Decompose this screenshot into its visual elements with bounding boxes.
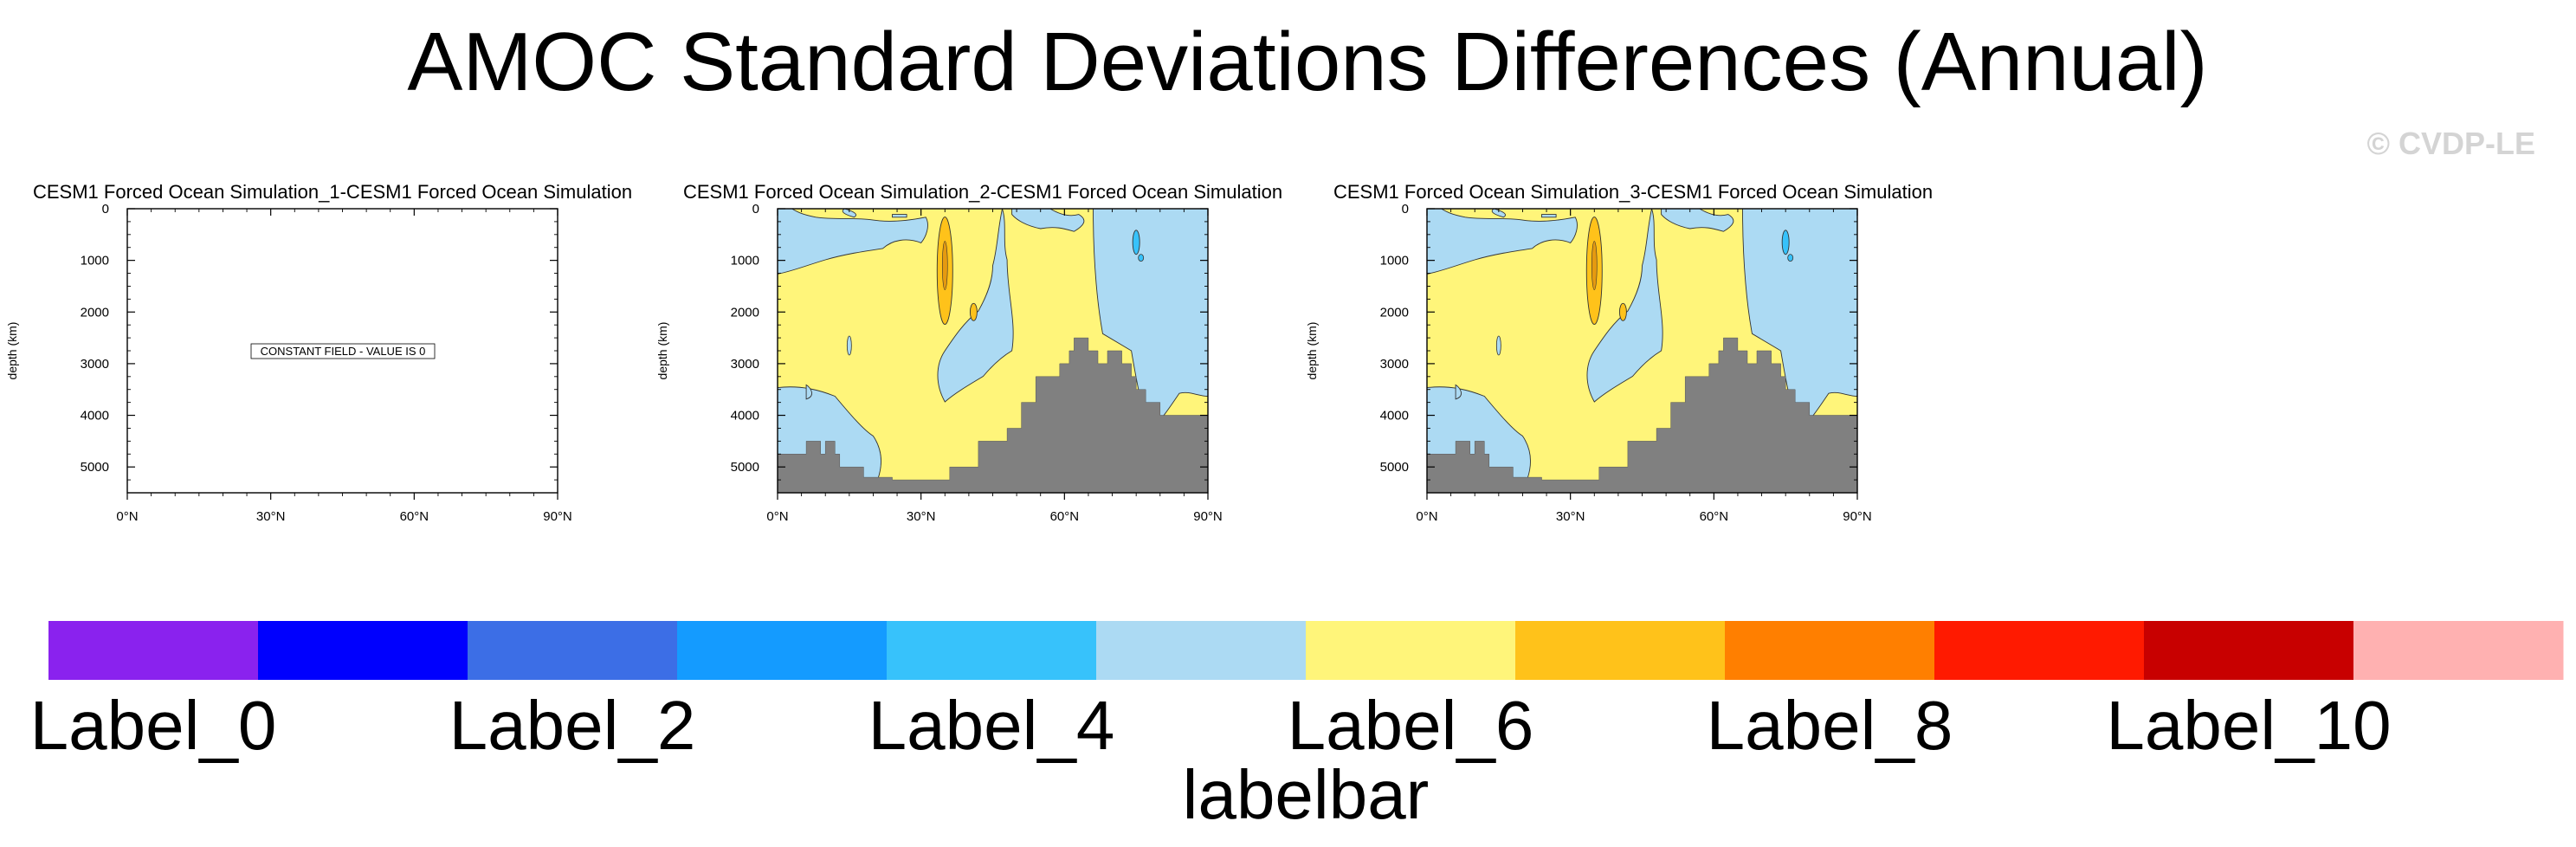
- y-tick-label: 5000: [731, 460, 759, 475]
- y-tick-label: 4000: [1380, 409, 1409, 424]
- contour-line-core: [1591, 241, 1598, 290]
- y-tick-label: 1000: [1380, 254, 1409, 268]
- contour-fill-lightblue-small: [1787, 254, 1794, 262]
- x-tick-label: 30°N: [907, 509, 936, 524]
- y-axis-label: depth (km): [1305, 322, 1319, 380]
- y-tick-label: 4000: [81, 409, 109, 424]
- constant-field-label: CONSTANT FIELD - VALUE IS 0: [261, 345, 426, 358]
- contour-fill-blue: [1011, 209, 1085, 232]
- labelbar-box: [2353, 621, 2564, 680]
- panel-title: CESM1 Forced Ocean Simulation_2-CESM1 Fo…: [683, 181, 1282, 203]
- contour-fill-blue: [1661, 209, 1734, 232]
- x-tick-label: 90°N: [543, 509, 572, 524]
- land-mask: [1427, 337, 1857, 493]
- plot-area: [1427, 209, 1857, 493]
- panel-1: CESM1 Forced Ocean Simulation_1-CESM1 Fo…: [5, 181, 632, 524]
- y-tick-label: 0: [102, 202, 109, 217]
- y-tick-label: 4000: [731, 409, 759, 424]
- watermark: © CVDP-LE: [2366, 126, 2535, 161]
- x-tick-label: 0°N: [766, 509, 788, 524]
- labelbar-box: [1306, 621, 1516, 680]
- y-tick-label: 3000: [1380, 357, 1409, 372]
- labelbar-box: [1096, 621, 1307, 680]
- contour-line-core: [941, 241, 948, 290]
- contour-fill-lightblue: [1132, 230, 1140, 255]
- y-tick-label: 2000: [81, 305, 109, 320]
- y-tick-label: 1000: [731, 254, 759, 268]
- labelbar-box: [1725, 621, 1935, 680]
- x-tick-label: 0°N: [1416, 509, 1437, 524]
- contour-fill-blue: [805, 384, 812, 400]
- plot-area: [778, 209, 1208, 493]
- contour-fill-blue: [1491, 209, 1506, 218]
- panel-title: CESM1 Forced Ocean Simulation_3-CESM1 Fo…: [1333, 181, 1933, 203]
- x-tick-label: 60°N: [1050, 509, 1080, 524]
- x-tick-label: 60°N: [400, 509, 429, 524]
- labelbar-title: labelbar: [1183, 756, 1430, 833]
- y-tick-label: 2000: [1380, 305, 1409, 320]
- y-tick-label: 5000: [81, 460, 109, 475]
- contour-fill-blue: [1541, 214, 1557, 218]
- y-tick-label: 3000: [81, 357, 109, 372]
- main-title: AMOC Standard Deviations Differences (An…: [407, 16, 2207, 108]
- labelbar-box: [1515, 621, 1726, 680]
- panel-3: CESM1 Forced Ocean Simulation_3-CESM1 Fo…: [1305, 181, 1933, 524]
- contour-fill-blue: [892, 214, 907, 218]
- labelbar-box: [48, 621, 259, 680]
- labelbar-box: [887, 621, 1097, 680]
- y-axis-label: depth (km): [5, 322, 19, 380]
- y-tick-label: 5000: [1380, 460, 1409, 475]
- y-tick-label: 2000: [731, 305, 759, 320]
- labelbar-box: [258, 621, 468, 680]
- contour-fill-blue: [778, 209, 928, 275]
- panel-2: CESM1 Forced Ocean Simulation_2-CESM1 Fo…: [655, 181, 1282, 524]
- y-tick-label: 0: [752, 202, 759, 217]
- labelbar-box: [468, 621, 678, 680]
- constant-field-box: [250, 343, 436, 359]
- contour-fill-orange-small: [1618, 302, 1627, 321]
- contour-fill-blue-small: [1495, 335, 1501, 356]
- contour-fill-blue: [1742, 209, 1857, 431]
- x-tick-label: 30°N: [1556, 509, 1585, 524]
- contour-fill-blue: [1455, 384, 1462, 400]
- contour-fill-blue: [1586, 209, 1663, 403]
- x-tick-label: 60°N: [1700, 509, 1729, 524]
- panels: CESM1 Forced Ocean Simulation_1-CESM1 Fo…: [5, 181, 1933, 524]
- labelbar-box: [1934, 621, 2145, 680]
- labelbar-label: Label_6: [1288, 687, 1534, 764]
- land-mask: [778, 337, 1208, 493]
- labelbar-box: [2144, 621, 2354, 680]
- labelbar-label: Label_8: [1707, 687, 1953, 764]
- labelbar-label: Label_0: [30, 687, 277, 764]
- contour-fill-blue: [842, 209, 856, 218]
- labelbar-label: Label_10: [2106, 687, 2391, 764]
- contour-fill-lightblue: [1781, 230, 1790, 255]
- y-tick-label: 0: [1402, 202, 1409, 217]
- x-tick-label: 0°N: [116, 509, 138, 524]
- contour-fill-blue: [937, 209, 1014, 403]
- y-tick-label: 1000: [81, 254, 109, 268]
- y-tick-label: 3000: [731, 357, 759, 372]
- contour-fill-orange-small: [969, 302, 978, 321]
- contour-fill-blue: [1427, 209, 1578, 275]
- contour-fill-blue-small: [846, 335, 852, 356]
- labelbar: Label_0 Label_2 Label_4 Label_6 Label_8 Label…: [30, 621, 2564, 833]
- labelbar-label: Label_4: [868, 687, 1115, 764]
- contour-fill-blue: [1093, 209, 1208, 431]
- y-axis-label: depth (km): [655, 322, 669, 380]
- x-tick-label: 90°N: [1193, 509, 1223, 524]
- contour-fill-lightblue-small: [1138, 254, 1145, 262]
- x-tick-label: 30°N: [256, 509, 286, 524]
- labelbar-label: Label_2: [449, 687, 696, 764]
- panel-title: CESM1 Forced Ocean Simulation_1-CESM1 Fo…: [33, 181, 632, 203]
- x-tick-label: 90°N: [1843, 509, 1872, 524]
- labelbar-box: [677, 621, 888, 680]
